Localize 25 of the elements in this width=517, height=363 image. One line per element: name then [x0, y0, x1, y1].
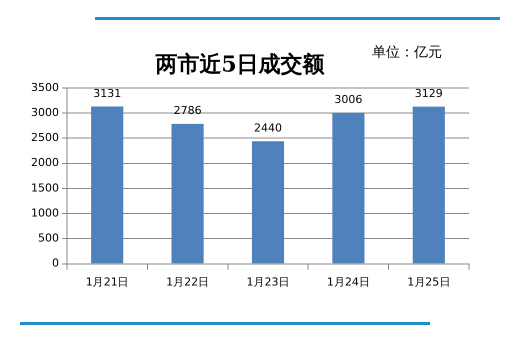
- y-tick-label: 2000: [30, 156, 59, 170]
- bar: [172, 124, 204, 264]
- data-label: 3006: [334, 93, 362, 106]
- chart-title: 两市近5日成交额: [154, 52, 326, 78]
- text: 单位：亿元: [372, 44, 442, 61]
- bar: [412, 106, 445, 264]
- y-tick-label: 2500: [30, 131, 59, 144]
- y-tick-label: 3500: [30, 80, 59, 94]
- y-tick-label: 3000: [30, 106, 59, 119]
- data-label: 3131: [93, 86, 122, 100]
- data-label: 3129: [414, 86, 443, 100]
- bar: [252, 141, 284, 264]
- x-tick-label: 1月22日: [166, 275, 210, 288]
- y-tick-label: 0: [52, 256, 59, 270]
- data-label: 2440: [254, 122, 282, 135]
- bar: [332, 112, 364, 264]
- x-tick-label: 1月21日: [86, 275, 129, 288]
- y-tick-label: 500: [38, 232, 59, 245]
- x-tick-label: 1月23日: [246, 275, 290, 288]
- y-tick-label: 1500: [30, 181, 59, 194]
- x-tick-label: 1月24日: [326, 275, 370, 288]
- y-tick-label: 1000: [30, 206, 59, 220]
- data-label: 2786: [174, 104, 202, 118]
- bar: [91, 106, 124, 264]
- x-tick-label: 1月25日: [407, 275, 450, 288]
